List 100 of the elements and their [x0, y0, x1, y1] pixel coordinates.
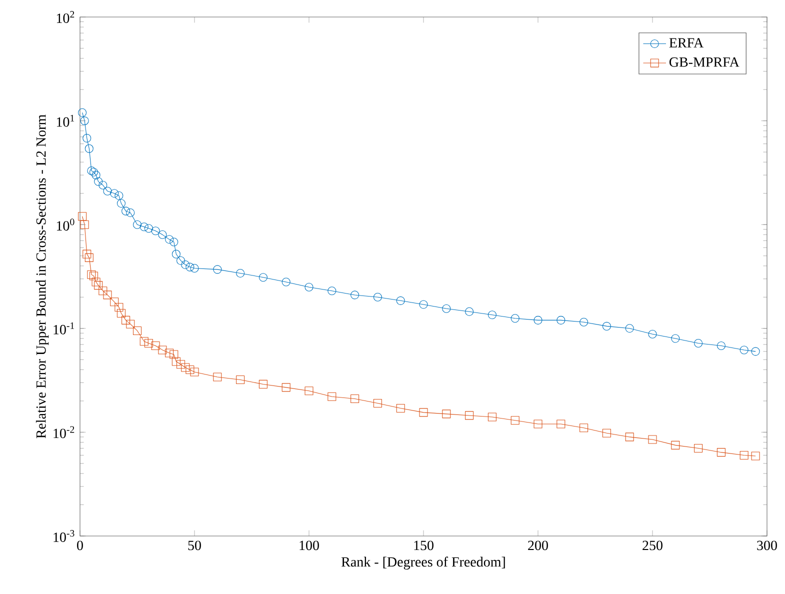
point	[213, 265, 222, 274]
point	[716, 342, 726, 350]
point	[751, 452, 760, 460]
point	[92, 278, 100, 286]
legend-label: GB-MPRFA	[669, 57, 740, 67]
point	[89, 168, 98, 176]
point	[258, 273, 268, 282]
point	[122, 206, 130, 216]
point	[190, 368, 199, 376]
point	[103, 186, 112, 196]
point	[103, 290, 112, 300]
point	[126, 320, 135, 328]
point	[694, 444, 703, 453]
point	[170, 238, 178, 246]
point	[165, 348, 174, 358]
point	[186, 262, 194, 272]
point	[328, 392, 336, 401]
point	[580, 424, 588, 432]
point	[304, 386, 314, 396]
point	[488, 310, 496, 320]
point	[126, 208, 135, 218]
point	[92, 170, 100, 180]
point	[80, 116, 89, 126]
point	[140, 222, 148, 232]
point	[82, 250, 92, 258]
point	[181, 260, 190, 270]
point	[132, 326, 142, 335]
point	[116, 199, 126, 208]
point	[151, 342, 160, 350]
y-axis-title: Relative Error Upper Bound in Cross-Sections - L2 Norm	[36, 114, 49, 438]
x-tick-label: 150	[414, 540, 434, 550]
point	[751, 347, 760, 356]
point	[170, 350, 178, 359]
point	[740, 450, 748, 460]
point	[132, 220, 142, 229]
point	[534, 420, 542, 428]
point	[84, 253, 94, 262]
point	[89, 272, 98, 280]
point	[671, 440, 680, 450]
point	[625, 324, 634, 333]
x-tick-label: 0	[77, 540, 83, 550]
point	[580, 318, 588, 326]
y-tick-label: 10$^{-1}$	[54, 322, 74, 334]
point	[114, 302, 124, 312]
x-tick-label: 300	[757, 540, 777, 550]
point	[87, 166, 96, 176]
point	[442, 410, 451, 418]
point	[556, 420, 566, 428]
point	[510, 416, 520, 425]
point	[110, 189, 119, 198]
point	[144, 338, 153, 348]
point	[87, 270, 96, 279]
point	[80, 220, 89, 229]
y-tick-label: 10$^{1}$	[56, 114, 74, 127]
point	[304, 282, 314, 292]
point	[625, 432, 634, 442]
point	[350, 394, 360, 404]
point	[419, 408, 428, 417]
point	[740, 346, 748, 354]
point	[510, 314, 520, 323]
point	[396, 296, 405, 305]
point	[648, 435, 657, 444]
point	[328, 286, 336, 296]
point	[694, 338, 703, 348]
x-tick-label: 250	[642, 540, 662, 550]
point	[94, 281, 103, 290]
point	[716, 448, 726, 457]
point	[172, 357, 180, 366]
x-axis-title: Rank - [Degrees of Freedom]	[341, 556, 505, 570]
point	[181, 363, 190, 372]
point	[158, 230, 167, 239]
point	[176, 256, 186, 265]
point	[396, 404, 405, 413]
point	[534, 316, 542, 324]
point	[465, 307, 474, 316]
point	[236, 376, 245, 384]
point	[78, 212, 87, 221]
point	[373, 399, 382, 408]
point	[172, 250, 180, 258]
point	[419, 300, 428, 309]
y-tick-label: 10$^{0}$	[56, 218, 74, 231]
point	[282, 383, 290, 392]
point	[556, 316, 566, 324]
point	[116, 308, 126, 318]
point	[114, 191, 124, 200]
point	[140, 337, 148, 346]
point	[110, 298, 119, 306]
point	[442, 304, 451, 313]
point	[82, 134, 92, 142]
point	[190, 264, 199, 272]
point	[488, 412, 496, 422]
point	[373, 292, 382, 302]
point	[165, 235, 174, 244]
y-tick-label: 10$^{2}$	[56, 11, 74, 23]
point	[78, 108, 87, 117]
x-tick-label: 50	[188, 540, 201, 550]
point	[465, 411, 474, 420]
y-tick-label: 10$^{-2}$	[54, 426, 74, 438]
point	[213, 372, 222, 382]
point	[602, 428, 611, 438]
